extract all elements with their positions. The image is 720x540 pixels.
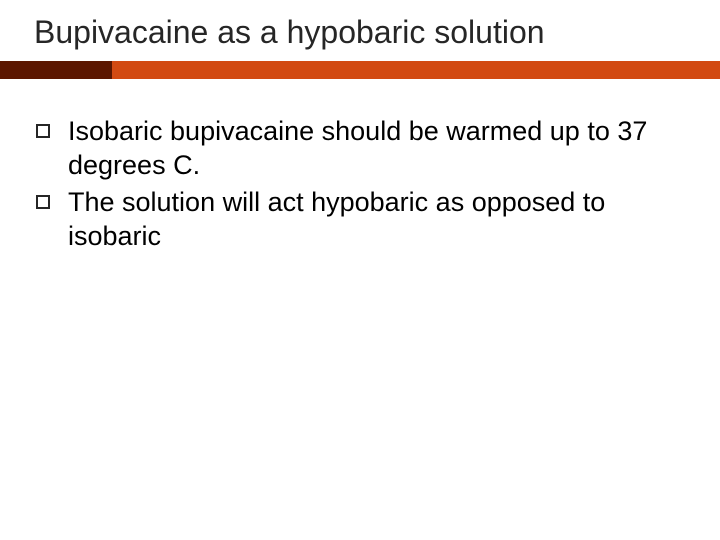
title-area: Bupivacaine as a hypobaric solution [0,0,720,61]
square-bullet-icon [36,195,50,209]
bullet-text: Isobaric bupivacaine should be warmed up… [68,115,690,183]
slide-container: Bupivacaine as a hypobaric solution Isob… [0,0,720,540]
accent-bar-dark [0,61,112,79]
list-item: The solution will act hypobaric as oppos… [36,186,690,254]
slide-title: Bupivacaine as a hypobaric solution [34,14,720,51]
accent-bar-light [112,61,720,79]
content-area: Isobaric bupivacaine should be warmed up… [0,79,720,254]
accent-bar [0,61,720,79]
bullet-text: The solution will act hypobaric as oppos… [68,186,690,254]
square-bullet-icon [36,124,50,138]
list-item: Isobaric bupivacaine should be warmed up… [36,115,690,183]
